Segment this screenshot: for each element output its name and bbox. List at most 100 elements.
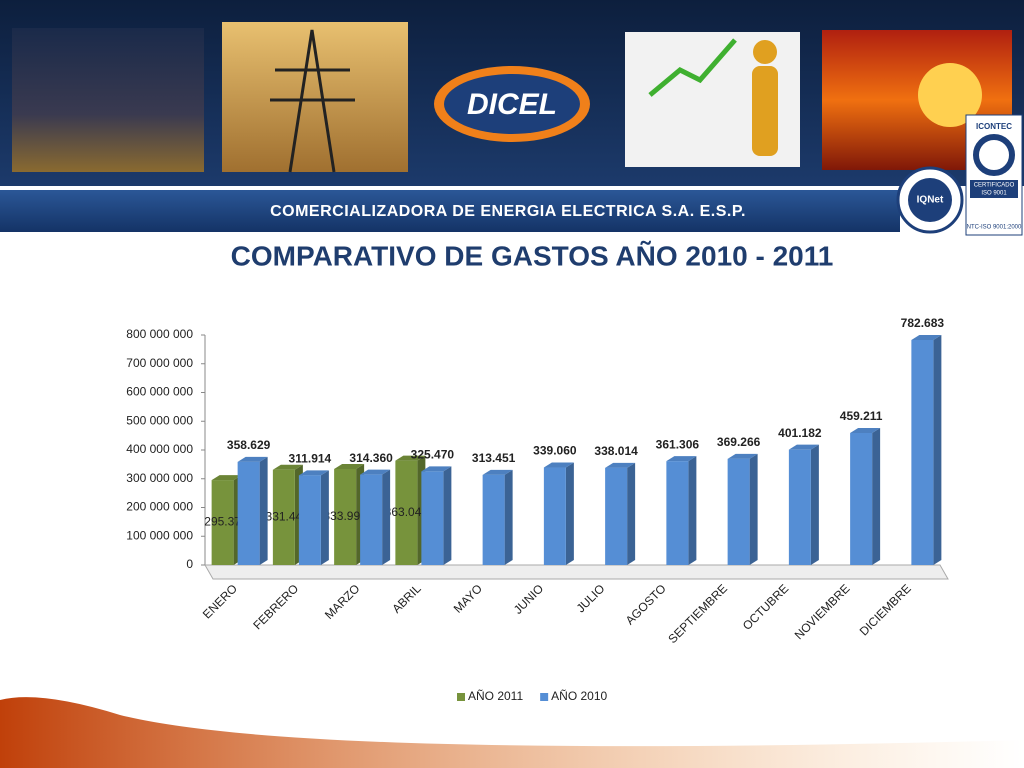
bar-side (259, 456, 268, 565)
data-label: 325.470 (411, 448, 455, 462)
data-label: 401.182 (778, 426, 822, 440)
bar-side (627, 462, 636, 565)
bar (237, 461, 260, 565)
bar-side (933, 334, 942, 565)
bar-top (395, 455, 426, 461)
data-label: 361.306 (656, 437, 700, 451)
bar-top (334, 463, 365, 469)
x-tick-label: ABRIL (389, 581, 424, 616)
bar-side (382, 469, 391, 565)
presenter-body (752, 66, 778, 156)
logo-text: DICEL (467, 88, 557, 121)
x-tick-label: MARZO (322, 581, 363, 622)
bar-top (298, 470, 329, 476)
legend-label: AÑO 2010 (551, 689, 607, 703)
bar (395, 460, 418, 565)
data-label: 363.045 (385, 505, 429, 519)
data-label: 295.37 (204, 515, 241, 529)
y-tick-label: 0 (186, 557, 193, 571)
legend-label: AÑO 2011 (468, 689, 523, 703)
data-label: 333.998 (323, 509, 367, 523)
bar-top (788, 444, 819, 450)
bar-side (504, 469, 513, 565)
bar-top (211, 475, 242, 481)
presenter-arrow (648, 38, 737, 97)
bar-side (320, 470, 329, 565)
bar-side (872, 427, 881, 565)
icontec-ntc: NTC-ISO 9001:2000 (967, 225, 1022, 231)
bar (272, 469, 295, 565)
x-tick-label: JUNIO (511, 581, 546, 616)
company-name: COMERCIALIZADORA DE ENERGIA ELECTRICA S.… (270, 203, 746, 220)
data-label: 358.629 (227, 438, 271, 452)
data-label: 369.266 (717, 435, 761, 449)
icontec-bar (970, 180, 1018, 198)
icontec-logo (973, 134, 1015, 176)
data-label: 339.060 (533, 444, 577, 458)
bar (482, 474, 505, 565)
data-label: 311.914 (289, 451, 332, 465)
bar (666, 461, 689, 565)
iqnet-core (908, 178, 952, 222)
icontec-text: ICONTEC (976, 122, 1012, 131)
x-tick-label: FEBRERO (250, 581, 301, 632)
y-tick-label: 400 000 000 (126, 442, 193, 456)
data-label: 782.683 (901, 316, 945, 330)
y-tick-label: 300 000 000 (126, 471, 193, 485)
y-tick-label: 700 000 000 (126, 356, 193, 370)
x-tick-label: MAYO (451, 581, 485, 615)
bar-top (666, 456, 697, 462)
y-tick-label: 800 000 000 (126, 327, 193, 341)
bar-top (727, 453, 758, 459)
bar (605, 467, 628, 565)
bar-top (421, 466, 452, 472)
bar (334, 468, 357, 565)
sun (918, 63, 982, 127)
y-tick-label: 500 000 000 (126, 413, 193, 427)
bar (727, 458, 750, 565)
bar-top (360, 469, 391, 475)
x-tick-label: NOVIEMBRE (792, 581, 853, 642)
bar-top (237, 456, 268, 462)
x-tick-label: SEPTIEMBRE (665, 581, 730, 646)
bar-top (911, 334, 942, 340)
x-tick-label: ENERO (200, 581, 240, 621)
data-label: 331.44 (266, 510, 303, 524)
bar-top (543, 462, 574, 468)
bar-top (850, 427, 881, 433)
icontec-iso: ISO 9001 (981, 191, 1007, 197)
x-tick-label: OCTUBRE (740, 581, 791, 632)
footer-swoosh (0, 697, 1024, 768)
bar (788, 449, 811, 565)
icontec-cert: CERTIFICADO (974, 183, 1015, 189)
company-band (0, 190, 900, 232)
x-tick-label: AGOSTO (623, 581, 669, 627)
data-label: 314.360 (349, 451, 393, 465)
bar (360, 474, 383, 565)
bar (211, 480, 234, 565)
presenter-head (753, 40, 777, 64)
bar (421, 471, 444, 565)
tower-lines (270, 29, 355, 173)
bar-top (605, 462, 636, 468)
iqnet-text: IQNet (917, 195, 944, 206)
data-label: 313.451 (472, 451, 516, 465)
bar (850, 432, 873, 565)
plot: 0 100 000 000 200 000 000 300 000 000 400 00… (126, 316, 949, 703)
data-label: 338.014 (594, 444, 638, 458)
x-tick-label: DICIEMBRE (857, 581, 914, 638)
logo-inner (444, 74, 580, 134)
floor (204, 564, 949, 580)
data-label: 459.211 (840, 409, 883, 423)
y-tick-label: 200 000 000 (126, 500, 193, 514)
bar-side (688, 456, 697, 565)
bar (543, 467, 566, 565)
bar-side (443, 466, 452, 565)
bar-side (749, 453, 758, 565)
bar (298, 475, 321, 565)
bar-side (810, 444, 819, 565)
y-tick-label: 100 000 000 (126, 528, 193, 542)
y-tick-label: 600 000 000 (126, 385, 193, 399)
